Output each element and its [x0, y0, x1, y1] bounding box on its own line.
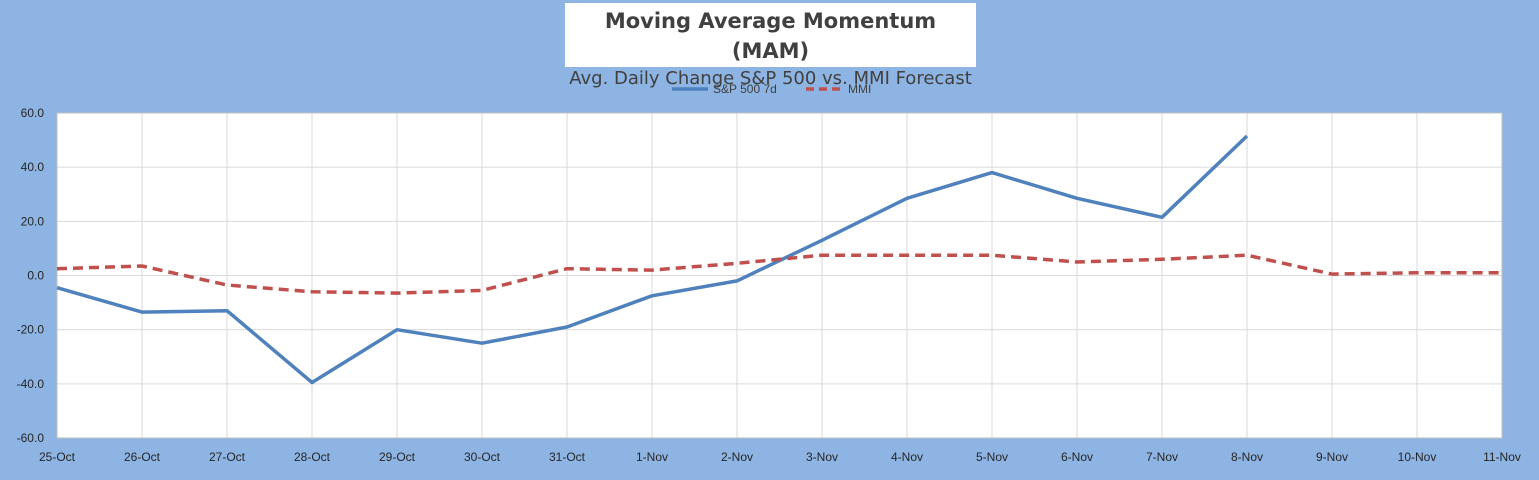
- x-axis: 25-Oct 26-Oct 27-Oct 28-Oct 29-Oct 30-Oct 31-O…: [39, 450, 1521, 464]
- x-tick-label: 7-Nov: [1146, 450, 1178, 464]
- legend-label: MMI: [848, 82, 871, 96]
- x-tick-label: 30-Oct: [464, 450, 501, 464]
- x-tick-label: 25-Oct: [39, 450, 76, 464]
- x-tick-label: 26-Oct: [124, 450, 161, 464]
- x-tick-label: 31-Oct: [549, 450, 586, 464]
- chart-title: Moving Average Momentum (MAM): [604, 9, 937, 63]
- series-lines: [56, 134, 1502, 385]
- x-tick-label: 28-Oct: [294, 450, 331, 464]
- legend: S&P 500 7d MMI: [672, 82, 871, 96]
- x-tick-label: 27-Oct: [209, 450, 246, 464]
- y-tick-label: 40.0: [21, 160, 45, 174]
- x-tick-label: 8-Nov: [1231, 450, 1263, 464]
- y-tick-label: -20.0: [17, 323, 45, 337]
- legend-label: S&P 500 7d: [713, 82, 777, 96]
- x-tick-label: 2-Nov: [721, 450, 753, 464]
- x-tick-label: 4-Nov: [891, 450, 923, 464]
- x-tick-label: 6-Nov: [1061, 450, 1093, 464]
- series-line-sp500-7d: [56, 134, 1249, 385]
- x-tick-label: 5-Nov: [976, 450, 1008, 464]
- x-tick-label: 10-Nov: [1398, 450, 1437, 464]
- series-line-mmi: [56, 253, 1502, 295]
- chart-title-box: Moving Average Momentum (MAM) Avg. Daily…: [565, 3, 976, 89]
- y-tick-label: -60.0: [17, 431, 45, 445]
- plot-border: [56, 112, 1503, 439]
- x-tick-label: 9-Nov: [1316, 450, 1348, 464]
- x-tick-label: 3-Nov: [806, 450, 838, 464]
- x-tick-label: 11-Nov: [1483, 450, 1521, 464]
- chart-subtitle: Avg. Daily Change S&P 500 vs. MMI Foreca…: [569, 68, 972, 89]
- y-tick-label: 0.0: [27, 269, 44, 283]
- y-axis: 60.0 40.0 20.0 0.0 -20.0 -40.0 -60.0: [17, 106, 45, 445]
- y-tick-label: 20.0: [21, 214, 45, 228]
- y-tick-label: 60.0: [21, 106, 45, 120]
- x-tick-label: 1-Nov: [636, 450, 668, 464]
- y-tick-label: -40.0: [17, 377, 45, 391]
- x-tick-label: 29-Oct: [379, 450, 416, 464]
